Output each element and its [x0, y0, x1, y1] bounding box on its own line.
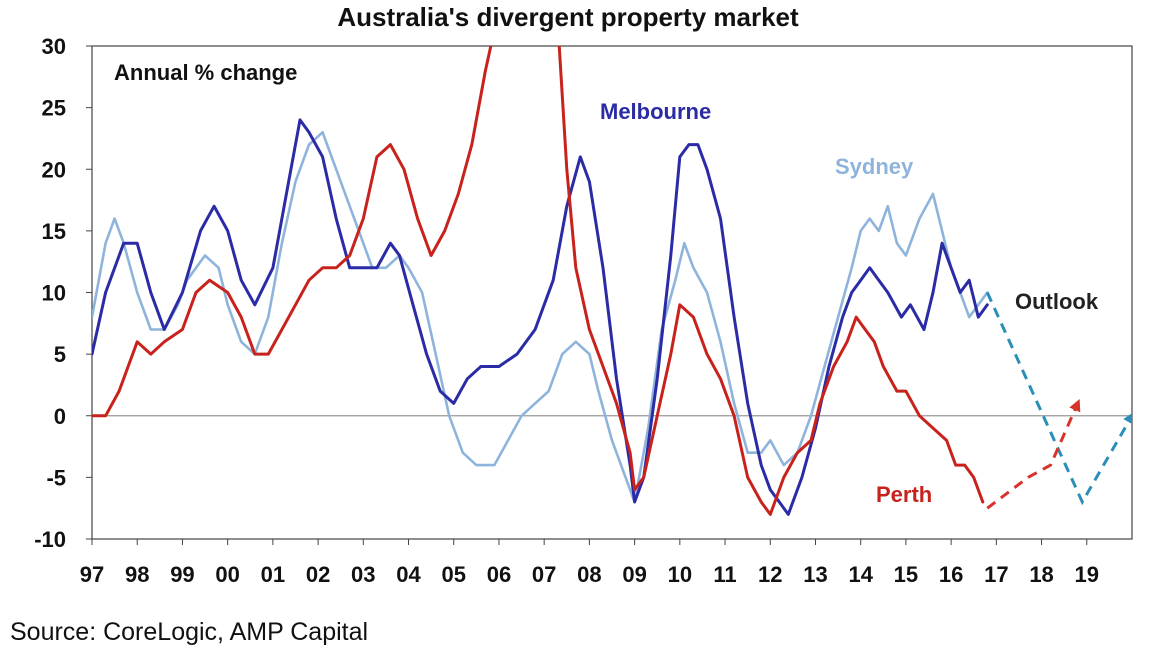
x-tick-label: 16	[939, 562, 963, 587]
y-tick-label: 20	[42, 157, 66, 182]
series-line-melbourne	[92, 118, 989, 516]
y-tick-label: 0	[54, 404, 66, 429]
x-tick-label: 11	[713, 562, 736, 587]
x-tick-label: 02	[306, 562, 330, 587]
series-label-perth: Perth	[876, 482, 932, 507]
x-tick-label: 19	[1075, 562, 1099, 587]
y-tick-label: -5	[46, 465, 66, 490]
x-tick-label: 99	[170, 562, 194, 587]
series-line-sydney	[92, 131, 989, 504]
x-tick-label: 97	[80, 562, 104, 587]
y-tick-label: 30	[42, 34, 66, 59]
x-axis: 97 98 99 00 01 02 03 04 05 06 07 08 09 10 11 12 13 14 15 16…	[80, 539, 1099, 587]
y-tick-label: 5	[54, 342, 66, 367]
y-axis-label: Annual % change	[114, 60, 297, 85]
series-line-outlook-perth	[986, 399, 1081, 510]
series-line-outlook-east	[985, 291, 1132, 506]
x-tick-label: 10	[668, 562, 692, 587]
series-label-outlook: Outlook	[1015, 289, 1099, 314]
x-tick-label: 06	[487, 562, 511, 587]
y-tick-label: 25	[42, 96, 66, 121]
x-tick-label: 14	[848, 562, 873, 587]
x-tick-label: 09	[622, 562, 646, 587]
x-tick-label: 03	[351, 562, 375, 587]
x-tick-label: 08	[577, 562, 601, 587]
x-tick-label: 13	[803, 562, 827, 587]
x-tick-label: 17	[984, 562, 1008, 587]
x-tick-label: 01	[261, 562, 285, 587]
source-note: Source: CoreLogic, AMP Capital	[10, 618, 368, 646]
series-line-perth	[92, 46, 985, 516]
x-tick-label: 00	[215, 562, 239, 587]
y-tick-label: 15	[42, 219, 66, 244]
x-tick-label: 18	[1029, 562, 1053, 587]
series-label-sydney: Sydney	[835, 154, 914, 179]
y-axis: 30 25 20 15 10 5 0 -5 -10	[34, 34, 92, 552]
chart-title: Australia's divergent property market	[337, 2, 799, 32]
x-tick-label: 15	[894, 562, 918, 587]
x-tick-label: 05	[441, 562, 465, 587]
x-tick-label: 07	[532, 562, 556, 587]
x-tick-label: 12	[758, 562, 782, 587]
x-tick-label: 98	[125, 562, 149, 587]
y-tick-label: -10	[34, 527, 66, 552]
series-label-melbourne: Melbourne	[600, 99, 711, 124]
series-lines	[92, 46, 1132, 516]
y-tick-label: 10	[42, 281, 66, 306]
x-tick-label: 04	[396, 562, 421, 587]
